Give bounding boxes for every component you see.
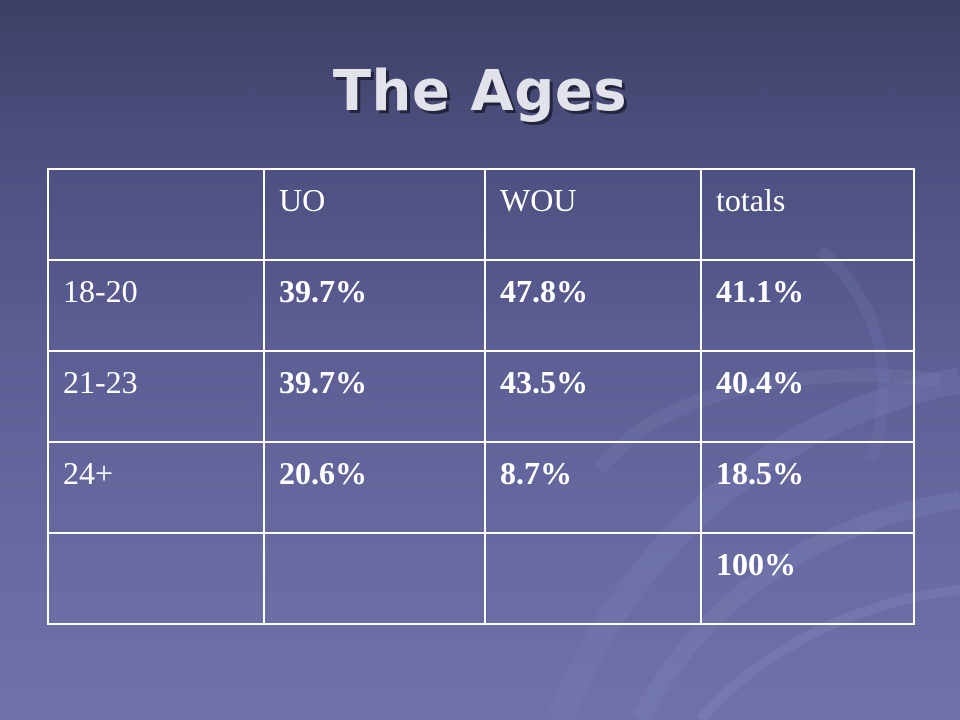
wou-cell [484, 532, 702, 625]
ages-table: UO WOU totals 18-20 39.7% 47.8% 41.1% 21… [47, 168, 915, 625]
uo-cell: 20.6% [263, 441, 486, 534]
slide-title: The Ages [332, 59, 628, 124]
table-row: 24+ 20.6% 8.7% 18.5% [47, 441, 915, 534]
totals-cell: 40.4% [700, 350, 915, 443]
row-label-cell [47, 532, 265, 625]
header-cell-totals: totals [700, 168, 915, 261]
totals-cell: 18.5% [700, 441, 915, 534]
wou-cell: 47.8% [484, 259, 702, 352]
table-row: 18-20 39.7% 47.8% 41.1% [47, 259, 915, 352]
header-cell-wou: WOU [484, 168, 702, 261]
row-label-cell: 24+ [47, 441, 265, 534]
totals-cell: 100% [700, 532, 915, 625]
row-label-cell: 21-23 [47, 350, 265, 443]
uo-cell: 39.7% [263, 259, 486, 352]
row-label-cell: 18-20 [47, 259, 265, 352]
header-cell-empty [47, 168, 265, 261]
table-row: 21-23 39.7% 43.5% 40.4% [47, 350, 915, 443]
table-header-row: UO WOU totals [47, 168, 915, 261]
wou-cell: 43.5% [484, 350, 702, 443]
uo-cell: 39.7% [263, 350, 486, 443]
header-cell-uo: UO [263, 168, 486, 261]
uo-cell [263, 532, 486, 625]
totals-cell: 41.1% [700, 259, 915, 352]
wou-cell: 8.7% [484, 441, 702, 534]
table-row: 100% [47, 532, 915, 625]
